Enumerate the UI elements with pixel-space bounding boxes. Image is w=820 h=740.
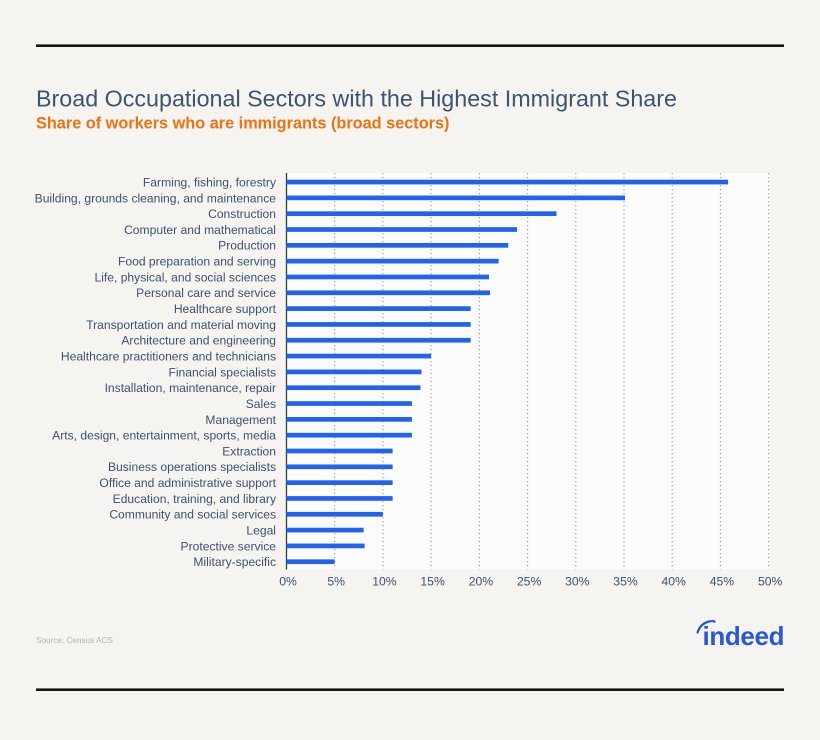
svg-text:Food preparation and serving: Food preparation and serving (118, 255, 276, 269)
svg-text:Military-specific: Military-specific (193, 555, 276, 569)
svg-text:Healthcare support: Healthcare support (174, 302, 277, 316)
svg-text:Construction: Construction (208, 207, 276, 221)
svg-text:Production: Production (218, 239, 276, 253)
svg-text:Community and social services: Community and social services (109, 508, 276, 522)
svg-text:Arts, design, entertainment, s: Arts, design, entertainment, sports, med… (52, 429, 276, 443)
svg-text:Education, training, and libra: Education, training, and library (113, 492, 277, 506)
svg-text:Building, grounds cleaning, an: Building, grounds cleaning, and maintena… (35, 191, 277, 205)
svg-text:35%: 35% (613, 575, 638, 589)
svg-text:Share of workers who are immig: Share of workers who are immigrants (bro… (36, 115, 449, 133)
svg-text:0%: 0% (279, 575, 297, 589)
svg-text:Sales: Sales (246, 397, 276, 411)
svg-text:Protective service: Protective service (181, 539, 277, 553)
svg-text:Farming, fishing, forestry: Farming, fishing, forestry (143, 175, 277, 189)
svg-text:30%: 30% (565, 575, 590, 589)
svg-text:Financial specialists: Financial specialists (168, 365, 276, 379)
svg-text:Computer and mathematical: Computer and mathematical (124, 223, 276, 237)
svg-text:Management: Management (205, 413, 276, 427)
svg-text:45%: 45% (710, 575, 735, 589)
svg-text:40%: 40% (661, 575, 686, 589)
svg-text:50%: 50% (758, 575, 783, 589)
svg-text:20%: 20% (469, 575, 494, 589)
svg-text:Life, physical, and social sci: Life, physical, and social sciences (94, 270, 276, 284)
svg-text:Extraction: Extraction (222, 444, 276, 458)
svg-text:indeed: indeed (703, 621, 785, 651)
svg-text:Installation, maintenance, rep: Installation, maintenance, repair (105, 381, 276, 395)
svg-text:25%: 25% (517, 575, 542, 589)
svg-text:Broad Occupational Sectors wit: Broad Occupational Sectors with the High… (36, 85, 677, 111)
svg-text:10%: 10% (372, 575, 397, 589)
svg-text:Personal care and service: Personal care and service (136, 286, 276, 300)
svg-text:15%: 15% (420, 575, 445, 589)
svg-text:Business operations specialist: Business operations specialists (108, 460, 276, 474)
svg-text:Architecture and engineering: Architecture and engineering (121, 334, 276, 348)
svg-text:Legal: Legal (246, 523, 276, 537)
svg-text:5%: 5% (327, 575, 345, 589)
svg-text:Healthcare practitioners and t: Healthcare practitioners and technicians (61, 349, 276, 363)
svg-text:Source: Census ACS: Source: Census ACS (36, 636, 113, 645)
svg-text:Transportation and material mo: Transportation and material moving (86, 318, 276, 332)
svg-text:Office and administrative supp: Office and administrative support (99, 476, 276, 490)
